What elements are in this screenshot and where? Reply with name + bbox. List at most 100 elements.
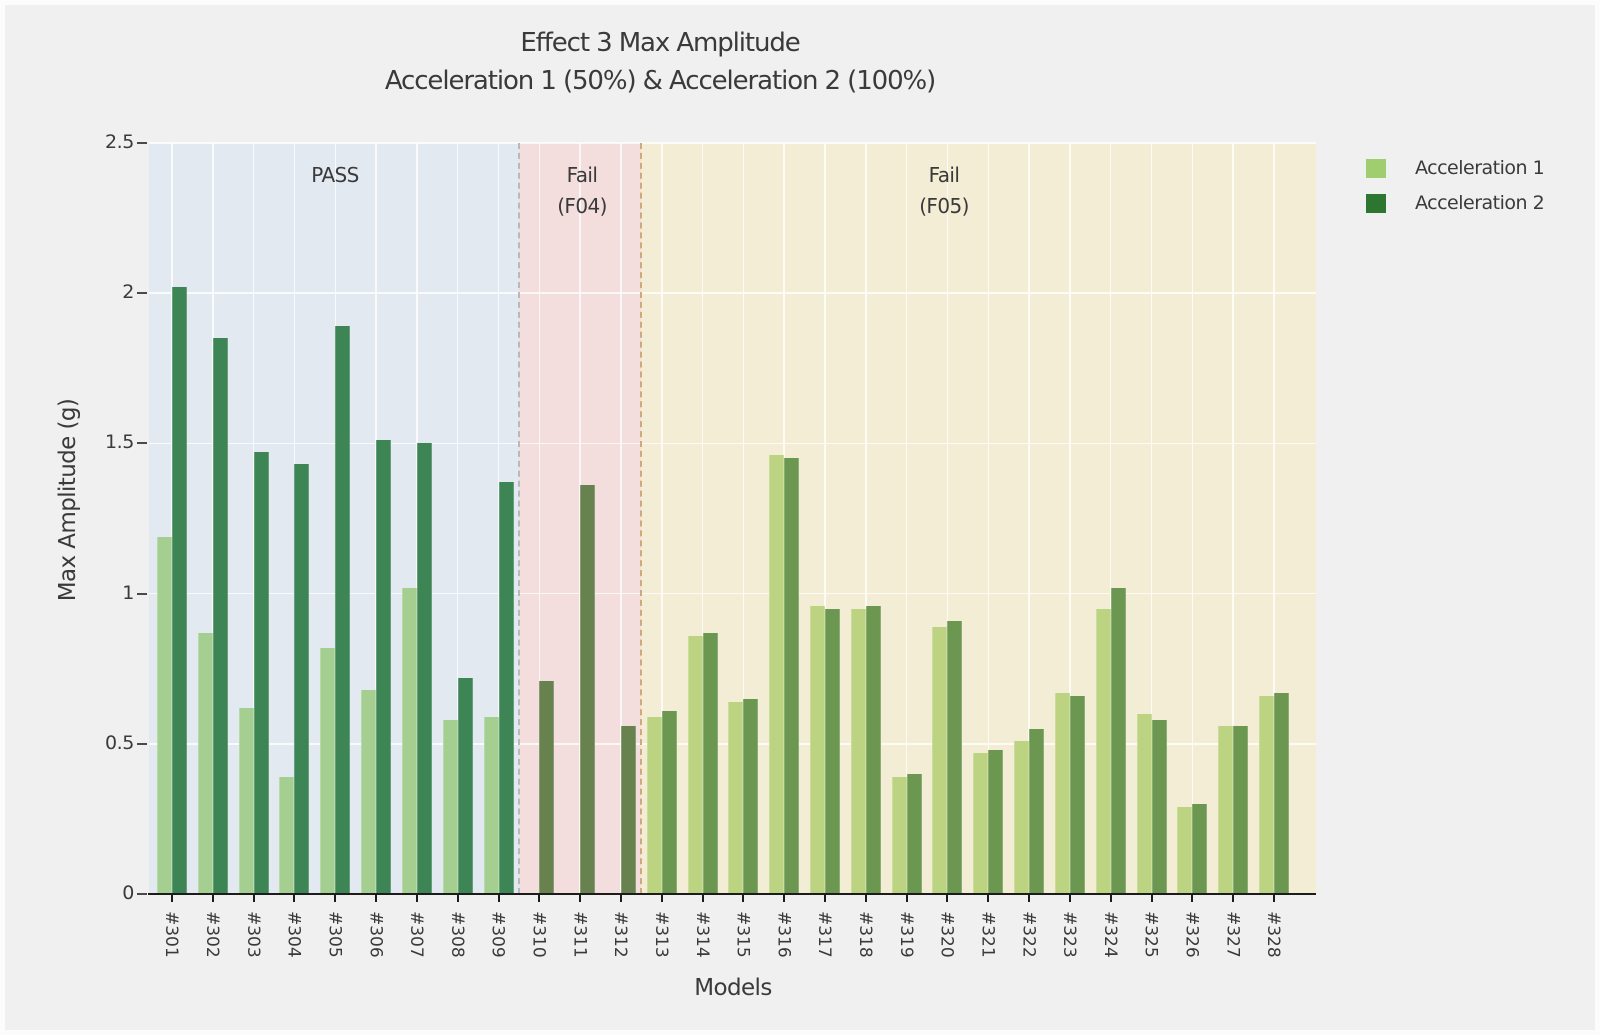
chart-title-line1: Effect 3 Max Amplitude — [520, 28, 800, 58]
x-tick-label-314: #314 — [691, 911, 712, 958]
bar-acceleration-1-306 — [361, 689, 377, 894]
region-divider-fail-f04 — [517, 143, 520, 894]
bar-acceleration-2-303 — [253, 452, 269, 894]
x-tick-label-304: #304 — [283, 911, 304, 958]
y-tick-label-0.5: 0.5 — [104, 731, 134, 754]
x-tick — [987, 894, 990, 902]
bar-acceleration-2-325 — [1151, 719, 1167, 894]
bar-acceleration-2-308 — [457, 677, 473, 894]
gridline-v — [742, 143, 745, 894]
bar-acceleration-2-309 — [498, 482, 514, 894]
bar-acceleration-2-323 — [1069, 695, 1085, 894]
x-tick — [619, 894, 622, 902]
bar-acceleration-1-318 — [850, 608, 866, 894]
x-tick — [1191, 894, 1194, 902]
bar-acceleration-2-305 — [335, 326, 351, 894]
gridline-v — [1191, 143, 1194, 894]
x-tick — [1273, 894, 1275, 902]
gridline-v — [661, 143, 663, 894]
x-tick — [415, 894, 418, 902]
legend-label-acceleration-2: Acceleration 2 — [1415, 192, 1545, 214]
bar-acceleration-2-306 — [376, 440, 392, 894]
bar-acceleration-2-304 — [294, 464, 310, 894]
bar-acceleration-2-324 — [1110, 587, 1126, 894]
bar-acceleration-2-326 — [1192, 803, 1208, 894]
bar-acceleration-2-302 — [212, 338, 228, 894]
gridline-h — [149, 442, 1316, 445]
x-axis-title: Models — [694, 975, 772, 1001]
legend-label-acceleration-1: Acceleration 1 — [1415, 157, 1545, 179]
x-tick — [293, 894, 296, 902]
x-tick — [1028, 894, 1031, 902]
bar-acceleration-1-305 — [320, 647, 336, 894]
x-tick — [252, 894, 255, 902]
x-tick-label-320: #320 — [936, 911, 957, 958]
gridline-v — [824, 143, 826, 894]
x-tick — [1150, 894, 1153, 902]
x-tick-label-326: #326 — [1181, 911, 1202, 958]
x-tick — [864, 894, 867, 902]
chart-title-line2: Acceleration 1 (50%) & Acceleration 2 (1… — [384, 66, 936, 96]
x-tick — [824, 894, 827, 902]
gridline-v — [987, 143, 990, 894]
bar-acceleration-2-322 — [1029, 728, 1045, 894]
x-tick — [660, 894, 663, 902]
gridline-v — [1028, 143, 1030, 894]
region-label-pass-line1: PASS — [311, 163, 359, 187]
gridline-h — [149, 292, 1316, 294]
gridline-v — [1273, 143, 1275, 894]
x-tick — [334, 894, 337, 902]
x-tick-label-312: #312 — [610, 911, 631, 958]
bar-acceleration-1-321 — [973, 752, 989, 894]
gridline-h — [149, 592, 1316, 595]
region-divider-fail-f05 — [640, 143, 643, 894]
bar-acceleration-1-322 — [1014, 740, 1030, 894]
bar-acceleration-2-314 — [702, 632, 718, 894]
x-tick-label-322: #322 — [1018, 911, 1039, 958]
bar-acceleration-2-318 — [865, 605, 881, 894]
x-tick — [905, 894, 908, 902]
y-tick-label-2: 2 — [122, 281, 134, 304]
bar-acceleration-1-319 — [891, 776, 907, 894]
x-tick-label-311: #311 — [569, 911, 590, 958]
bar-acceleration-2-319 — [906, 773, 922, 894]
bar-acceleration-1-320 — [932, 626, 948, 894]
gridline-v — [456, 143, 459, 894]
x-tick — [375, 894, 378, 902]
y-tick-label-2.5: 2.5 — [104, 131, 134, 153]
bar-acceleration-1-313 — [646, 716, 662, 894]
region-label-fail-f05-line2: (F05) — [919, 194, 969, 218]
x-tick — [742, 894, 745, 902]
x-tick-label-302: #302 — [202, 911, 223, 958]
x-tick — [1232, 894, 1235, 902]
bar-acceleration-2-328 — [1274, 692, 1289, 894]
region-label-fail-f04-line1: Fail — [566, 163, 598, 187]
x-tick — [171, 894, 173, 902]
bar-acceleration-2-317 — [825, 608, 841, 894]
region-label-fail-f05-line1: Fail — [928, 163, 960, 187]
y-tick-label-0: 0 — [122, 882, 134, 904]
bar-acceleration-2-310 — [539, 680, 555, 894]
gridline-v — [1109, 143, 1112, 894]
region-label-fail-f04-line2: (F04) — [557, 194, 607, 218]
bar-acceleration-2-327 — [1233, 725, 1249, 894]
x-tick — [783, 894, 786, 902]
x-tick-label-327: #327 — [1222, 911, 1243, 958]
x-tick-label-328: #328 — [1263, 911, 1284, 958]
y-tick — [137, 893, 147, 895]
y-tick — [137, 142, 147, 144]
x-tick — [456, 894, 459, 902]
x-tick-label-305: #305 — [324, 911, 345, 958]
bar-acceleration-1-301 — [157, 536, 172, 894]
bar-acceleration-2-315 — [743, 698, 759, 894]
gridline-v — [1150, 143, 1153, 894]
bar-acceleration-1-316 — [769, 455, 785, 894]
gridline-v — [701, 143, 704, 894]
x-tick-label-317: #317 — [814, 911, 835, 958]
x-tick — [497, 894, 500, 902]
x-tick-label-309: #309 — [487, 911, 508, 958]
x-tick-label-308: #308 — [446, 911, 467, 958]
bar-acceleration-1-304 — [279, 776, 295, 894]
